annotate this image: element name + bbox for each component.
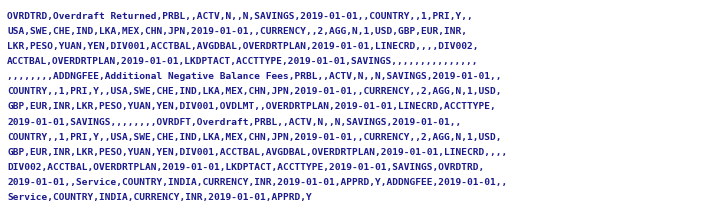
Text: ,,,,,,,,ADDNGFEE,Additional Negative Balance Fees,PRBL,,ACTV,N,,N,SAVINGS,2019-0: ,,,,,,,,ADDNGFEE,Additional Negative Bal… bbox=[7, 72, 501, 81]
Text: 2019-01-01,SAVINGS,,,,,,,,OVRDFT,Overdraft,PRBL,,ACTV,N,,N,SAVINGS,2019-01-01,,: 2019-01-01,SAVINGS,,,,,,,,OVRDFT,Overdra… bbox=[7, 118, 461, 127]
Text: GBP,EUR,INR,LKR,PESO,YUAN,YEN,DIV001,OVDLMT,,OVERDRTPLAN,2019-01-01,LINECRD,ACCT: GBP,EUR,INR,LKR,PESO,YUAN,YEN,DIV001,OVD… bbox=[7, 103, 496, 111]
Text: COUNTRY,,1,PRI,Y,,USA,SWE,CHE,IND,LKA,MEX,CHN,JPN,2019-01-01,,CURRENCY,,2,AGG,N,: COUNTRY,,1,PRI,Y,,USA,SWE,CHE,IND,LKA,ME… bbox=[7, 133, 501, 142]
Text: DIV002,ACCTBAL,OVERDRTPLAN,2019-01-01,LKDPTACT,ACCTTYPE,2019-01-01,SAVINGS,OVRDT: DIV002,ACCTBAL,OVERDRTPLAN,2019-01-01,LK… bbox=[7, 163, 484, 172]
Text: GBP,EUR,INR,LKR,PESO,YUAN,YEN,DIV001,ACCTBAL,AVGDBAL,OVERDRTPLAN,2019-01-01,LINE: GBP,EUR,INR,LKR,PESO,YUAN,YEN,DIV001,ACC… bbox=[7, 148, 508, 157]
Text: USA,SWE,CHE,IND,LKA,MEX,CHN,JPN,2019-01-01,,CURRENCY,,2,AGG,N,1,USD,GBP,EUR,INR,: USA,SWE,CHE,IND,LKA,MEX,CHN,JPN,2019-01-… bbox=[7, 27, 467, 36]
Text: Service,COUNTRY,INDIA,CURRENCY,INR,2019-01-01,APPRD,Y: Service,COUNTRY,INDIA,CURRENCY,INR,2019-… bbox=[7, 193, 311, 202]
Text: LKR,PESO,YUAN,YEN,DIV001,ACCTBAL,AVGDBAL,OVERDRTPLAN,2019-01-01,LINECRD,,,,DIV00: LKR,PESO,YUAN,YEN,DIV001,ACCTBAL,AVGDBAL… bbox=[7, 42, 479, 51]
Text: 2019-01-01,,Service,COUNTRY,INDIA,CURRENCY,INR,2019-01-01,APPRD,Y,ADDNGFEE,2019-: 2019-01-01,,Service,COUNTRY,INDIA,CURREN… bbox=[7, 178, 508, 187]
Text: COUNTRY,,1,PRI,Y,,USA,SWE,CHE,IND,LKA,MEX,CHN,JPN,2019-01-01,,CURRENCY,,2,AGG,N,: COUNTRY,,1,PRI,Y,,USA,SWE,CHE,IND,LKA,ME… bbox=[7, 87, 501, 96]
Text: ACCTBAL,OVERDRTPLAN,2019-01-01,LKDPTACT,ACCTTYPE,2019-01-01,SAVINGS,,,,,,,,,,,,,: ACCTBAL,OVERDRTPLAN,2019-01-01,LKDPTACT,… bbox=[7, 57, 479, 66]
Text: OVRDTRD,Overdraft Returned,PRBL,,ACTV,N,,N,SAVINGS,2019-01-01,,COUNTRY,,1,PRI,Y,: OVRDTRD,Overdraft Returned,PRBL,,ACTV,N,… bbox=[7, 12, 472, 21]
